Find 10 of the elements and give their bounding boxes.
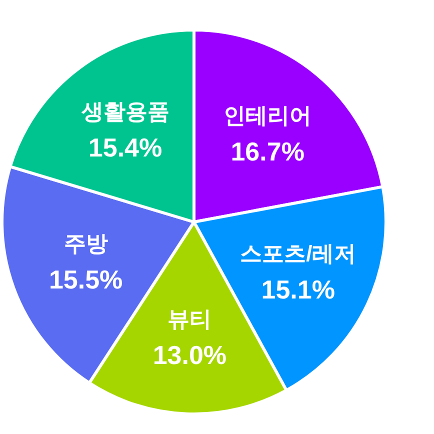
slice-label: 스포츠/레저	[240, 240, 356, 266]
data-label: 13.0%	[152, 340, 227, 370]
data-label: 15.1%	[261, 274, 335, 304]
slice-label: 주방	[64, 231, 108, 256]
slice-label: 뷰티	[168, 306, 212, 332]
data-label: 15.4%	[88, 132, 162, 163]
slice-label: 인테리어	[224, 102, 312, 128]
data-label: 15.5%	[48, 264, 123, 295]
data-label: 16.7%	[230, 136, 304, 166]
slice-label: 생활용품	[80, 99, 170, 124]
